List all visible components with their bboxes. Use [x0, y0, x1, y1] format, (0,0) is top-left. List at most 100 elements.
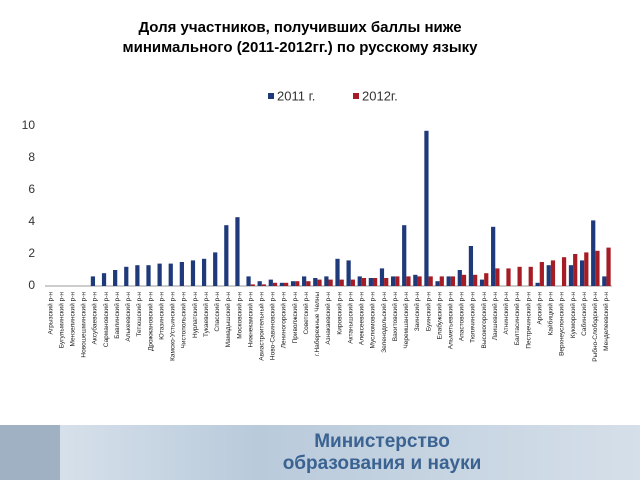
bar: [573, 254, 578, 286]
bar: [413, 274, 418, 286]
bar: [361, 278, 367, 286]
bar: [402, 225, 407, 286]
bar: [90, 276, 96, 286]
x-tick-label: Приволжский р-н: [291, 292, 299, 344]
x-tick-label: Аксубаевский р-н: [91, 292, 99, 345]
x-tick-label: Кировский р-н: [335, 292, 343, 335]
x-tick-label: Ютазинский р-н: [157, 292, 165, 340]
bar: [279, 282, 285, 286]
footer-banner: [0, 425, 640, 480]
y-tick-label: 10: [22, 118, 36, 132]
bar: [372, 278, 378, 286]
bar: [302, 276, 307, 286]
bar: [439, 276, 444, 286]
x-tick-label: Бавлинский р-н: [113, 292, 121, 339]
x-tick-label: Вахитовский р-н: [391, 292, 399, 342]
x-tick-label: Муслюмовский р-н: [369, 292, 377, 349]
bar: [124, 266, 129, 286]
bar: [550, 260, 556, 286]
x-tick-label: Тетюшский р-н: [135, 292, 143, 337]
bar: [317, 279, 322, 286]
bar: [568, 265, 574, 286]
x-tick-label: Мензелинский р-н: [69, 292, 77, 347]
bar: [390, 276, 396, 286]
bar: [250, 284, 255, 286]
x-tick-label: Спасский р-н: [213, 292, 221, 332]
bar: [328, 279, 333, 286]
x-tick-label: Рыбно-Слободский р-н: [591, 292, 599, 362]
y-tick-label: 8: [28, 150, 35, 164]
bar: [506, 268, 511, 286]
y-tick-label: 0: [28, 278, 35, 292]
bar: [428, 276, 433, 286]
bar: [135, 265, 140, 286]
x-tick-label: Авиастроительный р-н: [258, 292, 266, 361]
bar: [595, 250, 600, 286]
bar: [602, 276, 607, 286]
x-tick-label: Алькеевский р-н: [124, 292, 132, 342]
x-tick-label: Алексеевский р-н: [358, 292, 366, 345]
bar: [257, 281, 262, 286]
x-tick-label: Черемшанский р-н: [402, 292, 410, 349]
y-tick-label: 6: [28, 182, 35, 196]
bar: [284, 282, 289, 286]
legend-swatch: [353, 93, 359, 99]
bar: [246, 276, 251, 286]
x-tick-label: Актанышский р-н: [346, 292, 354, 344]
x-tick-label: Верхнеуслонский р-н: [558, 292, 566, 356]
bar: [561, 257, 567, 286]
bar: [395, 276, 400, 286]
bar: [417, 276, 422, 286]
legend-label: 2012г.: [362, 88, 398, 103]
x-tick-label: Советский р-н: [302, 292, 310, 335]
bar: [406, 276, 411, 286]
x-tick-label: Кайбицкий р-н: [547, 292, 555, 336]
bar: [235, 217, 240, 286]
chart-title: минимального (2011-2012гг.) по русскому …: [123, 39, 479, 56]
bar: [495, 268, 500, 286]
x-tick-label: Мамадышский р-н: [224, 292, 232, 348]
bar: [591, 220, 596, 286]
x-tick-label: Азнакаевский р-н: [324, 292, 332, 345]
bar: [190, 260, 196, 286]
x-tick-label: Арский р-н: [535, 292, 543, 325]
bar: [357, 276, 362, 286]
x-tick-label: Альметьевский р-н: [447, 292, 455, 350]
x-tick-label: Елабужский р-н: [435, 292, 443, 340]
bar: [146, 265, 151, 286]
y-tick-label: 4: [28, 214, 35, 228]
bar: [484, 273, 489, 286]
bar: [546, 265, 551, 286]
bar: [350, 279, 355, 286]
bar: [168, 263, 173, 286]
x-tick-label: Сармановский р-н: [102, 292, 110, 348]
bar: [584, 252, 589, 286]
bar: [306, 281, 311, 286]
bar: [324, 276, 329, 286]
footer-text: образования и науки: [283, 453, 482, 474]
x-tick-label: Нурлатский р-н: [191, 292, 199, 338]
bar: [113, 270, 118, 286]
bar: [479, 279, 485, 286]
bar: [579, 260, 585, 286]
bar: [446, 276, 451, 286]
bar: [295, 281, 300, 286]
bar: [346, 260, 351, 286]
chart-title: Доля участников, получивших баллы ниже: [138, 19, 461, 36]
x-tick-label: Балтасинский р-н: [513, 292, 521, 346]
x-tick-label: Тюлячинский р-н: [469, 292, 477, 343]
x-tick-label: Лениногорский р-н: [280, 292, 288, 349]
x-tick-label: Бугульминский р-н: [57, 292, 65, 349]
bar: [435, 281, 440, 286]
bar: [424, 130, 429, 286]
bar: [539, 262, 544, 286]
bar: [535, 282, 540, 286]
bar: [179, 262, 184, 286]
bar: [157, 263, 162, 286]
x-tick-label: Пестречинский р-н: [524, 292, 532, 349]
x-tick-label: Высокогорский р-н: [480, 292, 488, 349]
bar: [606, 247, 611, 286]
x-tick-label: Чистопольский р-н: [180, 292, 188, 349]
bar: [201, 258, 207, 286]
